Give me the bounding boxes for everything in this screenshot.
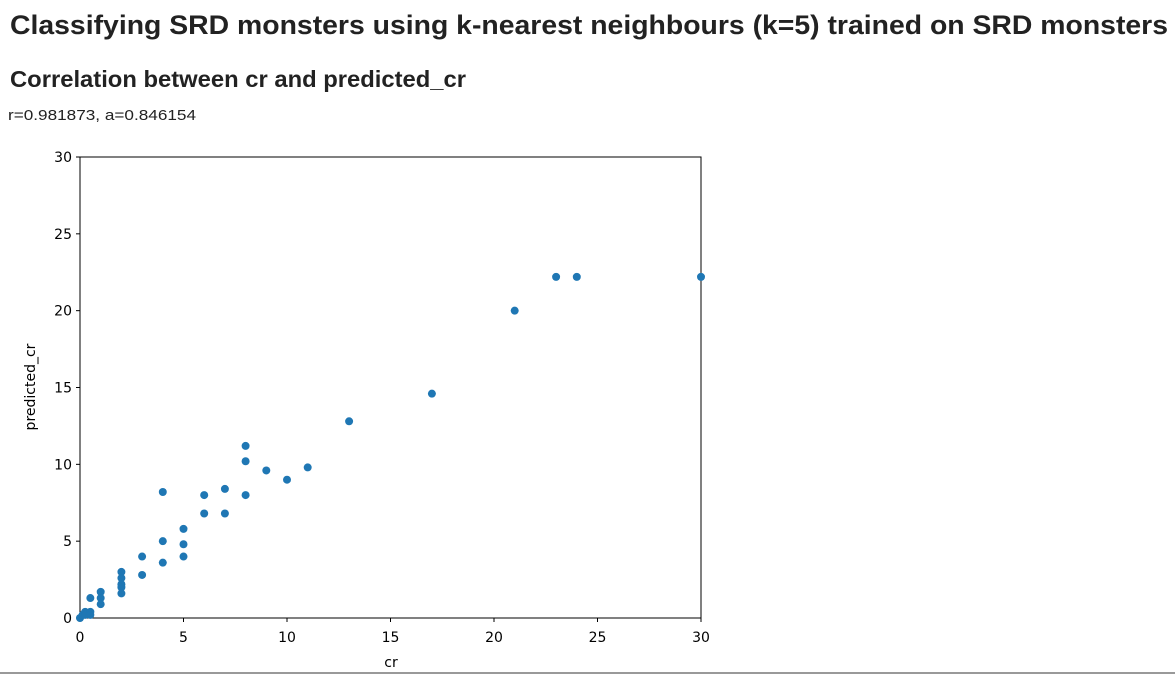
point: [117, 589, 126, 598]
point: [158, 537, 167, 546]
point: [283, 475, 291, 484]
x-tick-label: 5: [179, 630, 188, 646]
point: [510, 306, 519, 315]
point: [179, 540, 188, 549]
plot-frame: [79, 156, 702, 619]
x-tick-label: 0: [76, 630, 85, 646]
point: [138, 570, 147, 579]
page-title: Classifying SRD monsters using k-nearest…: [10, 10, 1168, 40]
point: [179, 552, 188, 561]
point: [179, 524, 188, 533]
point: [117, 574, 126, 583]
point: [96, 594, 105, 603]
point: [220, 509, 229, 518]
point: [345, 417, 354, 426]
point: [427, 389, 436, 398]
y-tick-label: 5: [63, 534, 72, 550]
point: [117, 567, 126, 576]
point: [241, 457, 250, 466]
y-tick-label: 10: [54, 457, 72, 473]
point: [138, 552, 147, 561]
point: [241, 491, 250, 500]
x-tick-label: 20: [485, 630, 503, 646]
y-axis-label: predicted_cr: [23, 343, 39, 430]
point: [303, 463, 312, 472]
x-tick-label: 25: [589, 630, 607, 646]
point: [86, 594, 95, 603]
x-axis-label: cr: [384, 655, 398, 671]
point: [552, 272, 561, 281]
point: [96, 587, 105, 596]
point: [158, 558, 167, 567]
x-tick-label: 30: [692, 630, 710, 646]
y-tick-label: 20: [54, 304, 72, 320]
point: [262, 466, 271, 475]
y-tick-label: 25: [54, 227, 72, 243]
point: [200, 509, 209, 518]
chart-heading: Correlation between cr and predicted_cr: [10, 66, 466, 92]
point: [117, 583, 126, 592]
y-tick-label: 0: [63, 611, 72, 627]
point: [220, 484, 229, 493]
point: [96, 600, 105, 609]
point: [241, 441, 250, 450]
point: [200, 491, 209, 500]
stats: r=0.981873, a=0.846154: [8, 107, 196, 124]
point: [697, 272, 705, 281]
point: [158, 487, 167, 496]
x-tick-label: 10: [278, 630, 296, 646]
point: [572, 272, 581, 281]
x-tick-label: 15: [382, 630, 400, 646]
y-tick-label: 15: [54, 381, 72, 397]
y-tick-label: 30: [54, 150, 72, 166]
point: [86, 610, 95, 619]
